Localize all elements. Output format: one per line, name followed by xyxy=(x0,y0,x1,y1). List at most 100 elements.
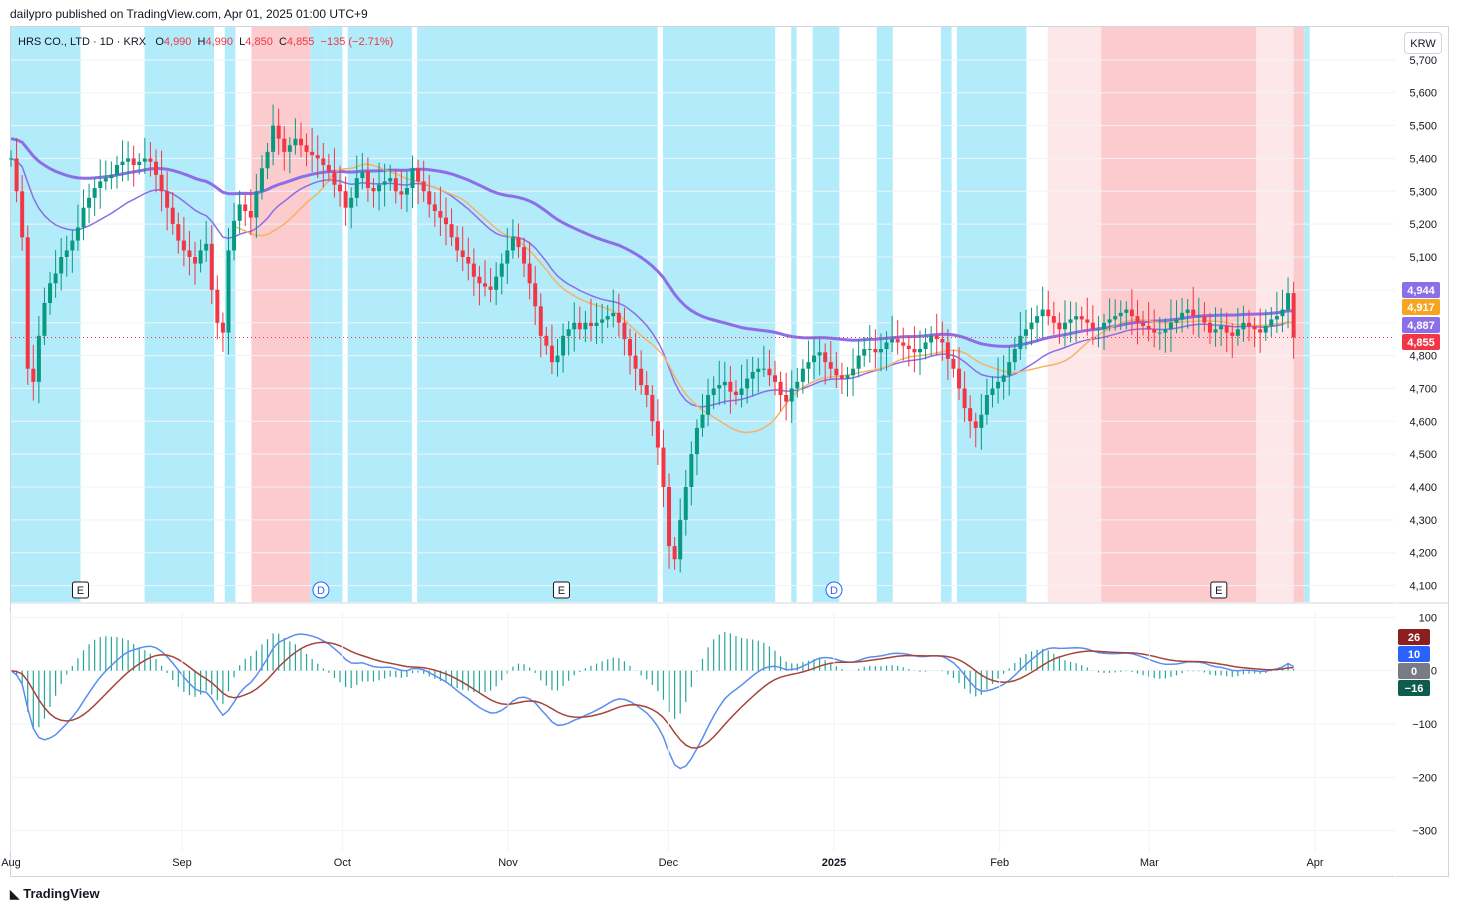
candle xyxy=(1280,289,1285,333)
candle-body xyxy=(304,145,309,152)
candle-body xyxy=(1135,316,1140,323)
candle-body xyxy=(103,178,108,182)
candle-body xyxy=(1202,316,1207,323)
candle-body xyxy=(1263,326,1268,333)
symbol-title[interactable]: HRS CO., LTD · 1D · KRX xyxy=(18,36,147,48)
candle-body xyxy=(120,161,125,165)
candle-body xyxy=(198,250,203,264)
candle-body xyxy=(377,184,382,192)
price-tick-label: 4,400 xyxy=(1409,482,1437,494)
chart-frame xyxy=(10,26,1449,877)
candle xyxy=(1196,297,1201,338)
candle xyxy=(611,289,616,328)
candle xyxy=(1263,309,1268,341)
candle xyxy=(784,372,789,421)
candle xyxy=(661,429,666,508)
close-value: 4,855 xyxy=(286,36,315,48)
candle-body xyxy=(20,191,25,238)
candle xyxy=(1163,318,1168,353)
candle xyxy=(583,310,588,343)
candle xyxy=(371,178,376,208)
candle-body xyxy=(443,217,448,225)
candle-body xyxy=(488,286,493,290)
candle xyxy=(315,135,320,179)
candle-body xyxy=(165,191,170,208)
candle-body xyxy=(639,368,644,386)
candle-body xyxy=(683,487,688,520)
candle xyxy=(1219,308,1224,347)
time-axis-label: Sep xyxy=(172,857,192,869)
candle xyxy=(951,349,956,378)
candle-body xyxy=(706,395,711,415)
candle-body xyxy=(87,197,92,208)
candle-body xyxy=(193,257,198,264)
candle xyxy=(1118,300,1123,330)
candle xyxy=(471,248,476,297)
candle xyxy=(53,250,58,298)
candle-body xyxy=(722,381,727,386)
candle xyxy=(1207,312,1212,345)
candle-body xyxy=(510,237,515,251)
candle-body xyxy=(851,368,856,376)
macd-tag-label: 26 xyxy=(1408,632,1420,644)
candle-body xyxy=(343,191,348,208)
candle xyxy=(31,344,36,401)
price-tick-label: 4,600 xyxy=(1409,416,1437,428)
candle xyxy=(1074,302,1079,342)
candle xyxy=(527,241,532,300)
zone-band xyxy=(1047,27,1102,602)
candle xyxy=(990,376,995,408)
candle xyxy=(176,212,181,254)
candle xyxy=(711,376,716,410)
candle xyxy=(1191,286,1196,335)
candle-body xyxy=(895,339,900,343)
candle-body xyxy=(979,414,984,428)
price-tag-label: 4,944 xyxy=(1407,285,1435,297)
macd-tag xyxy=(1398,629,1430,645)
candle-body xyxy=(561,335,566,356)
zone-band xyxy=(791,27,797,602)
candle-body xyxy=(265,151,270,169)
candle xyxy=(209,225,214,304)
candle-body xyxy=(75,227,80,241)
candle xyxy=(393,168,398,204)
candle-body xyxy=(1230,332,1235,336)
candle xyxy=(923,328,928,360)
candle-body xyxy=(1001,375,1006,382)
macd-tag-label: 0 xyxy=(1411,666,1417,678)
candle-body xyxy=(555,355,560,363)
zone-band xyxy=(956,27,1027,602)
earnings-marker-label: E xyxy=(558,585,565,597)
candle-body xyxy=(98,181,103,188)
candle xyxy=(1180,298,1185,333)
candle xyxy=(1274,291,1279,333)
candle xyxy=(745,359,750,404)
time-axis-label: 2025 xyxy=(822,857,846,869)
price-tick-label: 5,500 xyxy=(1409,121,1437,133)
candle-body xyxy=(1163,329,1168,333)
candle-body xyxy=(650,395,655,422)
candle-body xyxy=(282,138,287,152)
candle-body xyxy=(1057,322,1062,330)
candle xyxy=(254,173,259,238)
zone-band xyxy=(876,27,893,602)
high-value: 4,990 xyxy=(205,36,234,48)
candle xyxy=(605,304,610,328)
candle-body xyxy=(371,188,376,192)
currency-button[interactable]: KRW xyxy=(1404,32,1442,54)
price-tag xyxy=(1402,334,1440,350)
dividend-marker xyxy=(312,581,330,599)
candle-body xyxy=(137,161,142,165)
candle-body xyxy=(114,165,119,175)
publisher-info: dailypro published on TradingView.com, A… xyxy=(10,7,368,21)
macd-tag-label: 10 xyxy=(1408,649,1420,661)
candle xyxy=(243,194,248,227)
zone-band xyxy=(251,27,311,602)
candle xyxy=(410,155,415,209)
candle-body xyxy=(332,171,337,185)
footer-brand[interactable]: ◣ TradingView xyxy=(10,886,100,901)
candle-body xyxy=(326,165,331,172)
candle-body xyxy=(1102,322,1107,330)
candle-body xyxy=(890,339,895,343)
